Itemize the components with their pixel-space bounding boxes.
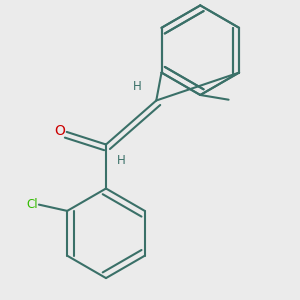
Text: H: H (117, 154, 126, 167)
Text: O: O (54, 124, 65, 138)
Text: H: H (133, 80, 142, 93)
Text: Cl: Cl (26, 198, 38, 211)
